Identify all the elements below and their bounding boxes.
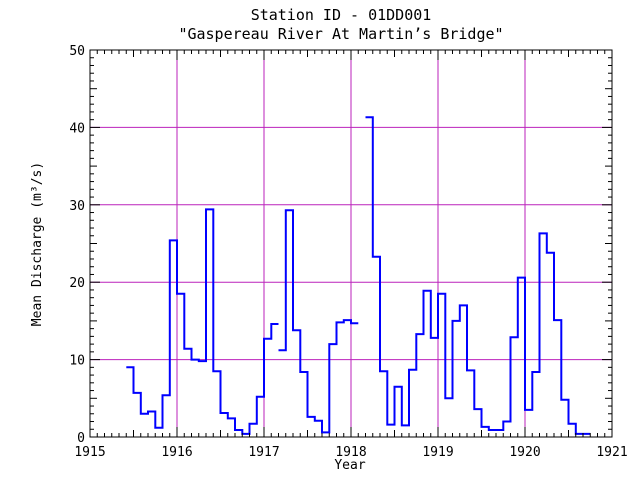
- x-tick-label: 1919: [422, 445, 453, 460]
- series-step-line: [365, 116, 591, 435]
- y-tick-label: 10: [69, 354, 85, 369]
- chart-title: Station ID - 01DD001: [251, 6, 432, 24]
- axis-ticks: [89, 49, 613, 438]
- series-discharge: [126, 116, 591, 435]
- x-tick-label: 1921: [596, 445, 627, 460]
- tick-labels: 0 10 20 30 40 50 1915 1916 1917 1918 1919 1920 1921: [69, 44, 627, 460]
- chart-subtitle: "Gaspereau River At Martin’s Bridge": [178, 25, 503, 43]
- x-tick-label: 1915: [74, 445, 105, 460]
- grid: [90, 50, 612, 437]
- x-axis-label: Year: [334, 458, 365, 473]
- y-tick-label: 20: [69, 276, 85, 291]
- y-tick-label: 40: [69, 121, 85, 136]
- x-tick-label: 1916: [161, 445, 192, 460]
- y-tick-label: 0: [77, 431, 85, 446]
- y-tick-label: 50: [69, 44, 85, 59]
- y-axis-label: Mean Discharge (m³/s): [30, 162, 45, 326]
- x-tick-label: 1917: [248, 445, 279, 460]
- y-tick-label: 30: [69, 199, 85, 214]
- series-step-line: [126, 208, 279, 435]
- x-tick-label: 1920: [509, 445, 540, 460]
- x-tick-label: 1918: [335, 445, 366, 460]
- series-step-line: [278, 209, 359, 434]
